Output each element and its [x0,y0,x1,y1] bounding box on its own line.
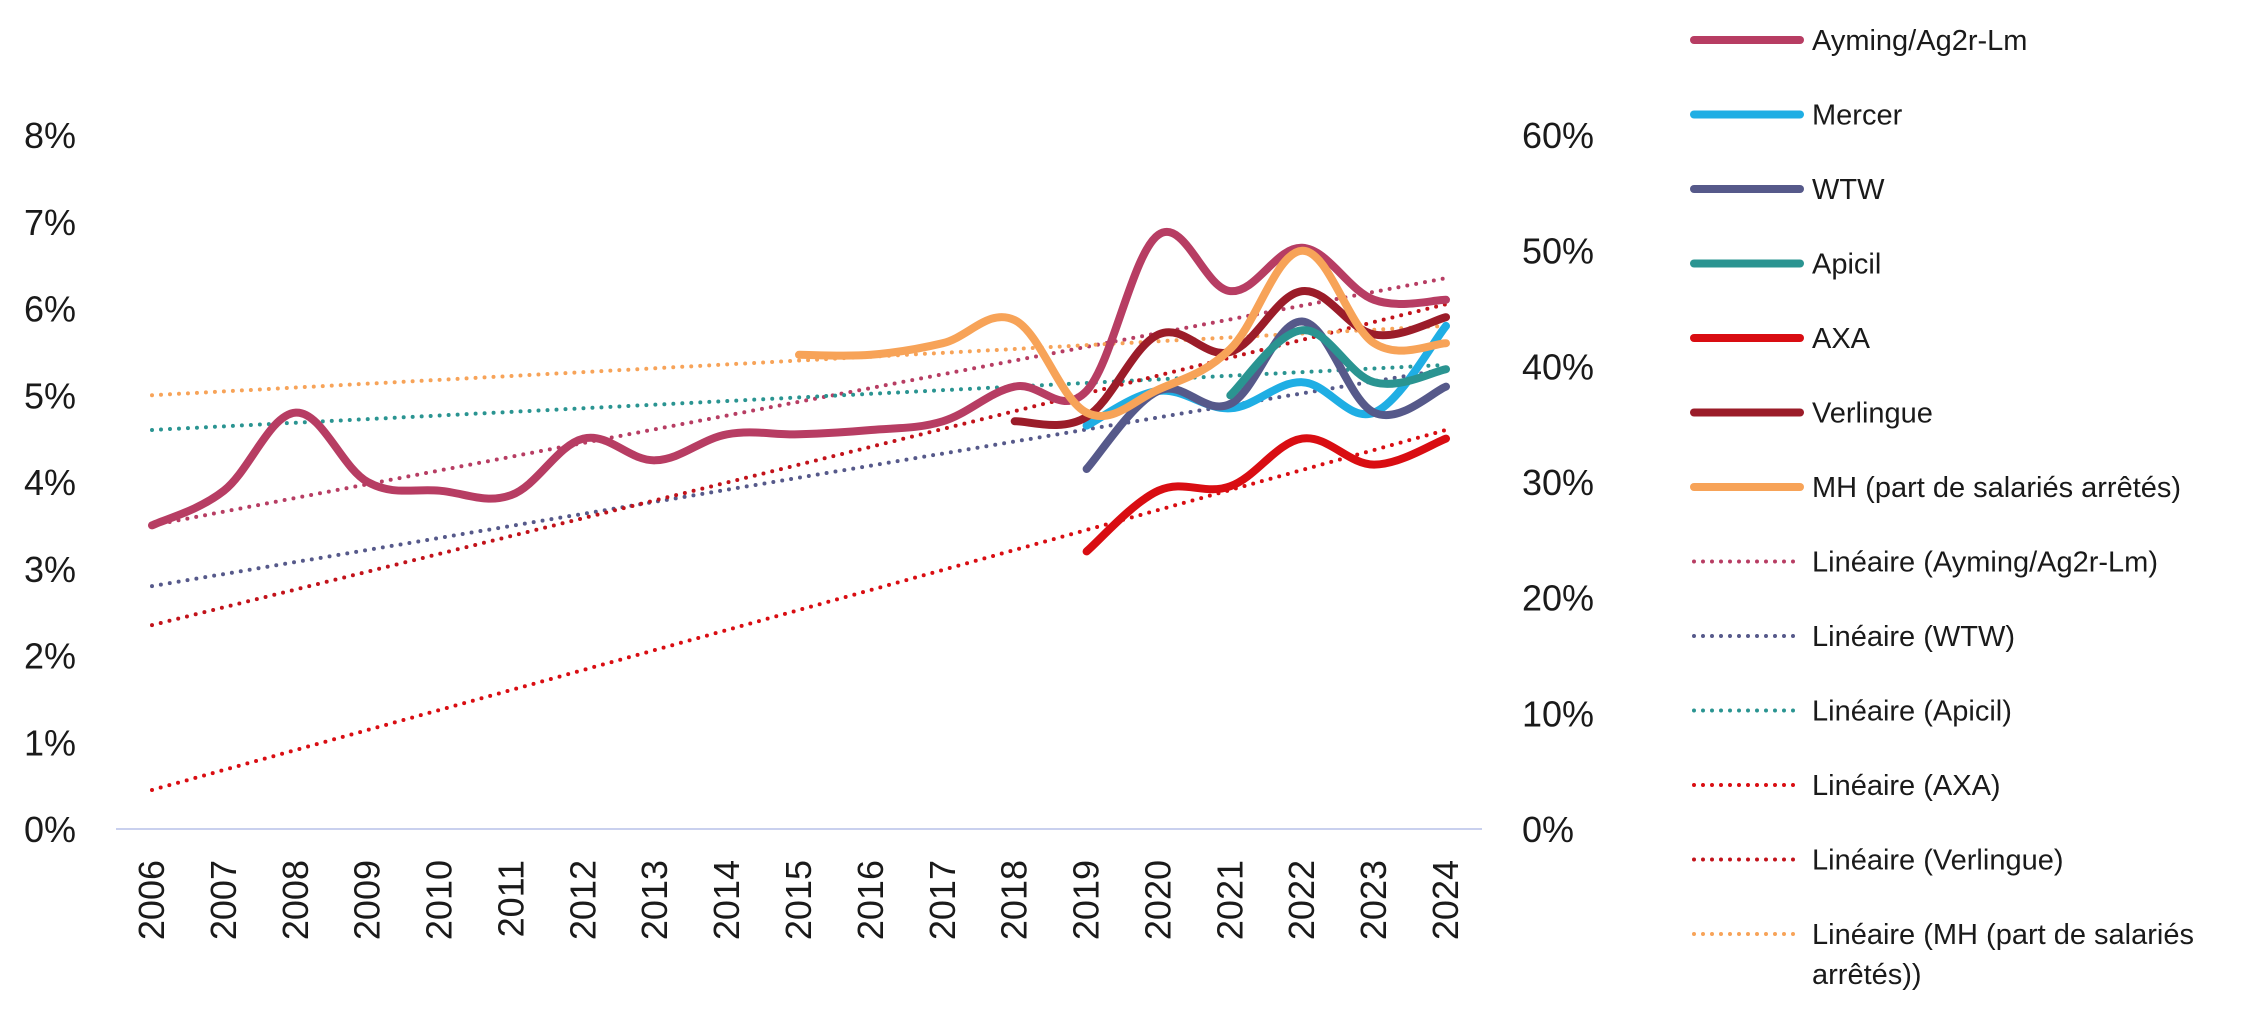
x-tick-label: 2006 [131,860,172,940]
x-tick-label: 2012 [562,860,603,940]
right-y-tick-label: 50% [1522,231,1594,272]
left-y-tick-label: 1% [24,722,76,763]
legend-item: Linéaire (Verlingue) [1692,845,2063,877]
trendlines [150,276,1448,792]
series-line-apicil [1226,326,1450,400]
legend-item: Ayming/Ag2r-Lm [1690,25,2027,57]
x-tick-label: 2015 [778,860,819,940]
x-tick-label: 2017 [922,860,963,940]
right-y-tick-label: 0% [1522,809,1574,850]
trendline-lineaire-apicil [150,362,1448,432]
trendline-lineaire-mh-part-de-salaries-arretes [150,323,1448,398]
right-y-tick-label: 40% [1522,346,1594,387]
legend-item: WTW [1690,174,1885,206]
x-tick-label: 2016 [850,860,891,940]
legend-item: MH (part de salariés arrêtés) [1690,472,2181,504]
trendline-lineaire-axa [150,427,1448,792]
legend-label: AXA [1812,323,1871,355]
x-tick-label: 2013 [634,860,675,940]
x-tick-label: 2019 [1066,860,1107,940]
trendline-lineaire-wtw [150,367,1448,589]
left-y-tick-label: 2% [24,636,76,677]
legend-item: Verlingue [1690,398,1933,430]
series-line-mh-part-de-salaries-arretes [795,246,1450,421]
x-tick-label: 2011 [490,860,531,937]
trendline-lineaire-verlingue [150,302,1448,628]
legend-item: Linéaire (AXA) [1692,770,2001,802]
left-y-tick-label: 5% [24,375,76,416]
x-axis-ticks: 2006 2007 2008 2009 2010 2011 2012 2013 2014 2015… [131,860,1466,940]
left-y-tick-label: 6% [24,289,76,330]
left-y-tick-label: 3% [24,549,76,590]
legend-item: Linéaire (MH (part de salariés arrêtés)) [1692,919,2194,991]
legend-label: Linéaire (Apicil) [1812,696,2012,728]
x-tick-label: 2014 [706,860,747,940]
legend-label: Linéaire (Ayming/Ag2r-Lm) [1812,547,2158,579]
legend-label: Mercer [1812,100,1903,132]
left-y-tick-label: 7% [24,202,76,243]
legend: Ayming/Ag2r-Lm Mercer WTW Apicil AXA Verlingu… [1690,25,2194,991]
x-tick-label: 2023 [1353,860,1394,940]
x-tick-label: 2009 [347,860,388,940]
right-y-tick-label: 20% [1522,578,1594,619]
legend-item: Linéaire (Apicil) [1692,696,2012,728]
x-tick-label: 2024 [1425,860,1466,940]
legend-label: Apicil [1812,249,1881,281]
right-y-tick-label: 60% [1522,115,1594,156]
legend-label: Linéaire (AXA) [1812,770,2001,802]
legend-label: MH (part de salariés arrêtés) [1812,472,2181,504]
left-y-tick-label: 0% [24,809,76,850]
series-line-ayming-ag2r-lm [148,228,1450,530]
legend-label: WTW [1812,174,1885,206]
legend-label: Verlingue [1812,398,1933,430]
legend-item: Linéaire (WTW) [1692,621,2015,653]
right-y-tick-label: 30% [1522,462,1594,503]
legend-item: Linéaire (Ayming/Ag2r-Lm) [1692,547,2158,579]
x-tick-label: 2008 [275,860,316,940]
x-tick-label: 2018 [994,860,1035,940]
right-y-axis-ticks: 0% 10% 20% 30% 40% 50% 60% [1522,115,1594,850]
legend-item: AXA [1690,323,1871,355]
series-lines [148,228,1450,556]
legend-label: Linéaire (Verlingue) [1812,845,2063,877]
left-y-tick-label: 4% [24,462,76,503]
legend-item: Mercer [1690,100,1903,132]
x-tick-label: 2022 [1281,860,1322,940]
x-tick-label: 2021 [1209,860,1250,940]
legend-label: Linéaire (WTW) [1812,621,2015,653]
legend-label: Ayming/Ag2r-Lm [1812,25,2027,57]
right-y-tick-label: 10% [1522,693,1594,734]
x-tick-label: 2020 [1137,860,1178,940]
series-line-axa [1082,434,1450,556]
left-y-tick-label: 8% [24,115,76,156]
legend-item: Apicil [1690,249,1881,281]
left-y-axis-ticks: 0% 1% 2% 3% 4% 5% 6% 7% 8% [24,115,76,850]
x-tick-label: 2007 [203,860,244,940]
x-tick-label: 2010 [419,860,460,940]
legend-label: Linéaire (MH (part de salariés arrêtés)) [1812,919,2194,991]
trendline-lineaire-ayming-ag2r-lm [150,276,1448,528]
